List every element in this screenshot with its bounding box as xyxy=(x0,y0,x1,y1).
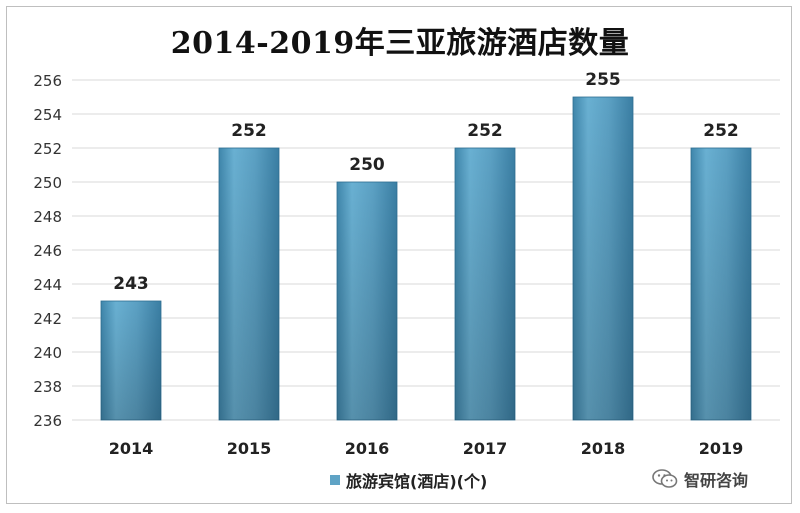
x-axis-ticks: 2014 2015 2016 2017 2018 2019 xyxy=(109,439,744,458)
chart-frame xyxy=(6,6,792,504)
y-tick-label: 254 xyxy=(33,106,62,124)
y-tick-label: 252 xyxy=(33,140,62,158)
y-tick-label: 244 xyxy=(33,276,62,294)
x-tick-label: 2018 xyxy=(581,439,626,458)
chart-title: 2014-2019年三亚旅游酒店数量 xyxy=(170,26,630,61)
y-tick-label: 246 xyxy=(33,242,62,260)
data-label: 243 xyxy=(113,274,149,294)
data-label: 250 xyxy=(349,155,385,175)
x-tick-label: 2015 xyxy=(227,439,272,458)
data-label: 252 xyxy=(467,121,503,141)
legend-swatch xyxy=(330,475,340,485)
x-tick-label: 2014 xyxy=(109,439,154,458)
bar-shade xyxy=(691,148,751,420)
bar-shade xyxy=(573,97,633,420)
data-label: 252 xyxy=(231,121,267,141)
gridlines xyxy=(72,79,780,421)
legend: 旅游宾馆(酒店)(个) xyxy=(330,470,488,491)
y-axis-ticks: 236 238 240 242 244 246 248 250 252 254 256 xyxy=(33,72,62,430)
data-label: 252 xyxy=(703,121,739,141)
y-tick-label: 242 xyxy=(33,310,62,328)
x-tick-label: 2019 xyxy=(699,439,744,458)
bars xyxy=(100,96,752,421)
x-tick-label: 2016 xyxy=(345,439,390,458)
x-tick-label: 2017 xyxy=(463,439,508,458)
y-tick-label: 250 xyxy=(33,174,62,192)
bar-shade xyxy=(219,148,279,420)
data-labels: 243 252 250 252 255 252 xyxy=(113,70,739,294)
y-tick-label: 236 xyxy=(33,412,62,430)
watermark: 智研咨询 xyxy=(652,466,748,492)
y-tick-label: 256 xyxy=(33,72,62,90)
bar-shade xyxy=(455,148,515,420)
data-label: 255 xyxy=(585,70,621,90)
wechat-icon xyxy=(652,468,678,490)
y-tick-label: 240 xyxy=(33,344,62,362)
watermark-text: 智研咨询 xyxy=(684,471,749,490)
bar-shade xyxy=(337,182,397,420)
bar-shade xyxy=(101,301,161,420)
y-tick-label: 248 xyxy=(33,208,62,226)
y-tick-label: 238 xyxy=(33,378,62,396)
legend-label: 旅游宾馆(酒店)(个) xyxy=(346,472,488,491)
